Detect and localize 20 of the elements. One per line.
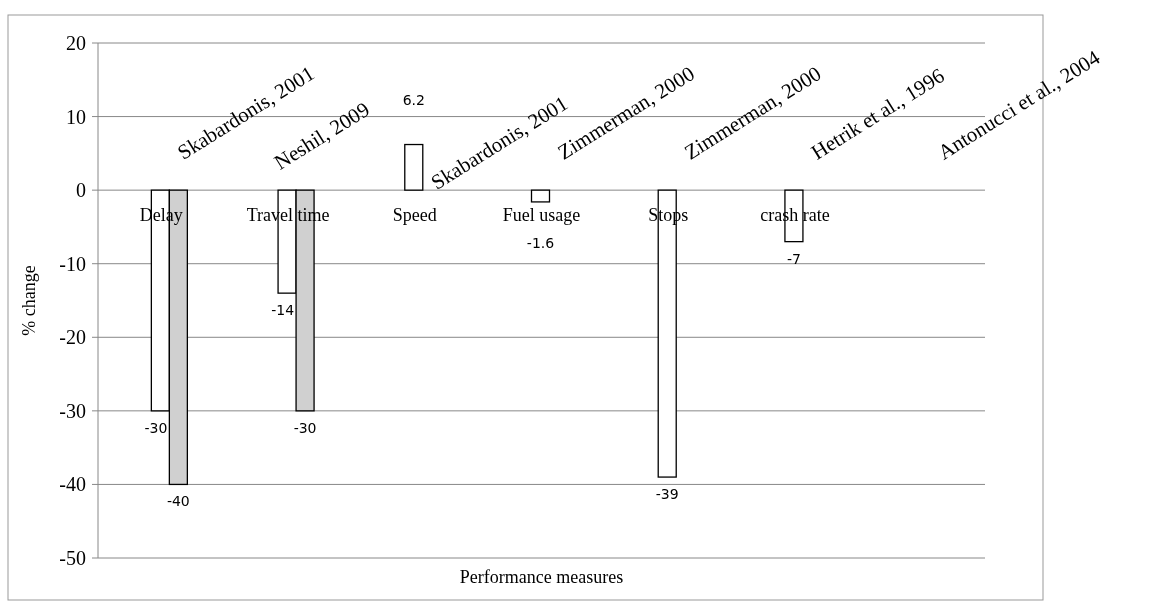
x-axis-title: Performance measures <box>459 567 624 587</box>
data-label: -40 <box>166 493 190 510</box>
data-label: 6.2 <box>402 91 425 108</box>
y-tick-label: 10 <box>66 105 86 128</box>
y-tick-label: -20 <box>59 326 86 349</box>
y-tick-label: -40 <box>59 473 86 496</box>
data-label: -30 <box>293 419 317 436</box>
y-tick-label: 20 <box>66 32 86 54</box>
x-tick-label: Speed <box>392 205 437 226</box>
y-tick-label: -10 <box>59 252 86 275</box>
data-label: -30 <box>144 419 168 436</box>
y-tick-label: -50 <box>59 547 86 569</box>
data-label: -39 <box>655 486 679 503</box>
y-axis-title: % change <box>19 265 39 336</box>
y-tick-label: 0 <box>76 179 86 202</box>
data-label: -1.6 <box>526 235 555 252</box>
x-tick-label: Fuel usage <box>502 205 581 226</box>
data-label: -7 <box>786 250 801 267</box>
data-label: -14 <box>271 302 295 319</box>
y-tick-label: -30 <box>59 399 86 422</box>
